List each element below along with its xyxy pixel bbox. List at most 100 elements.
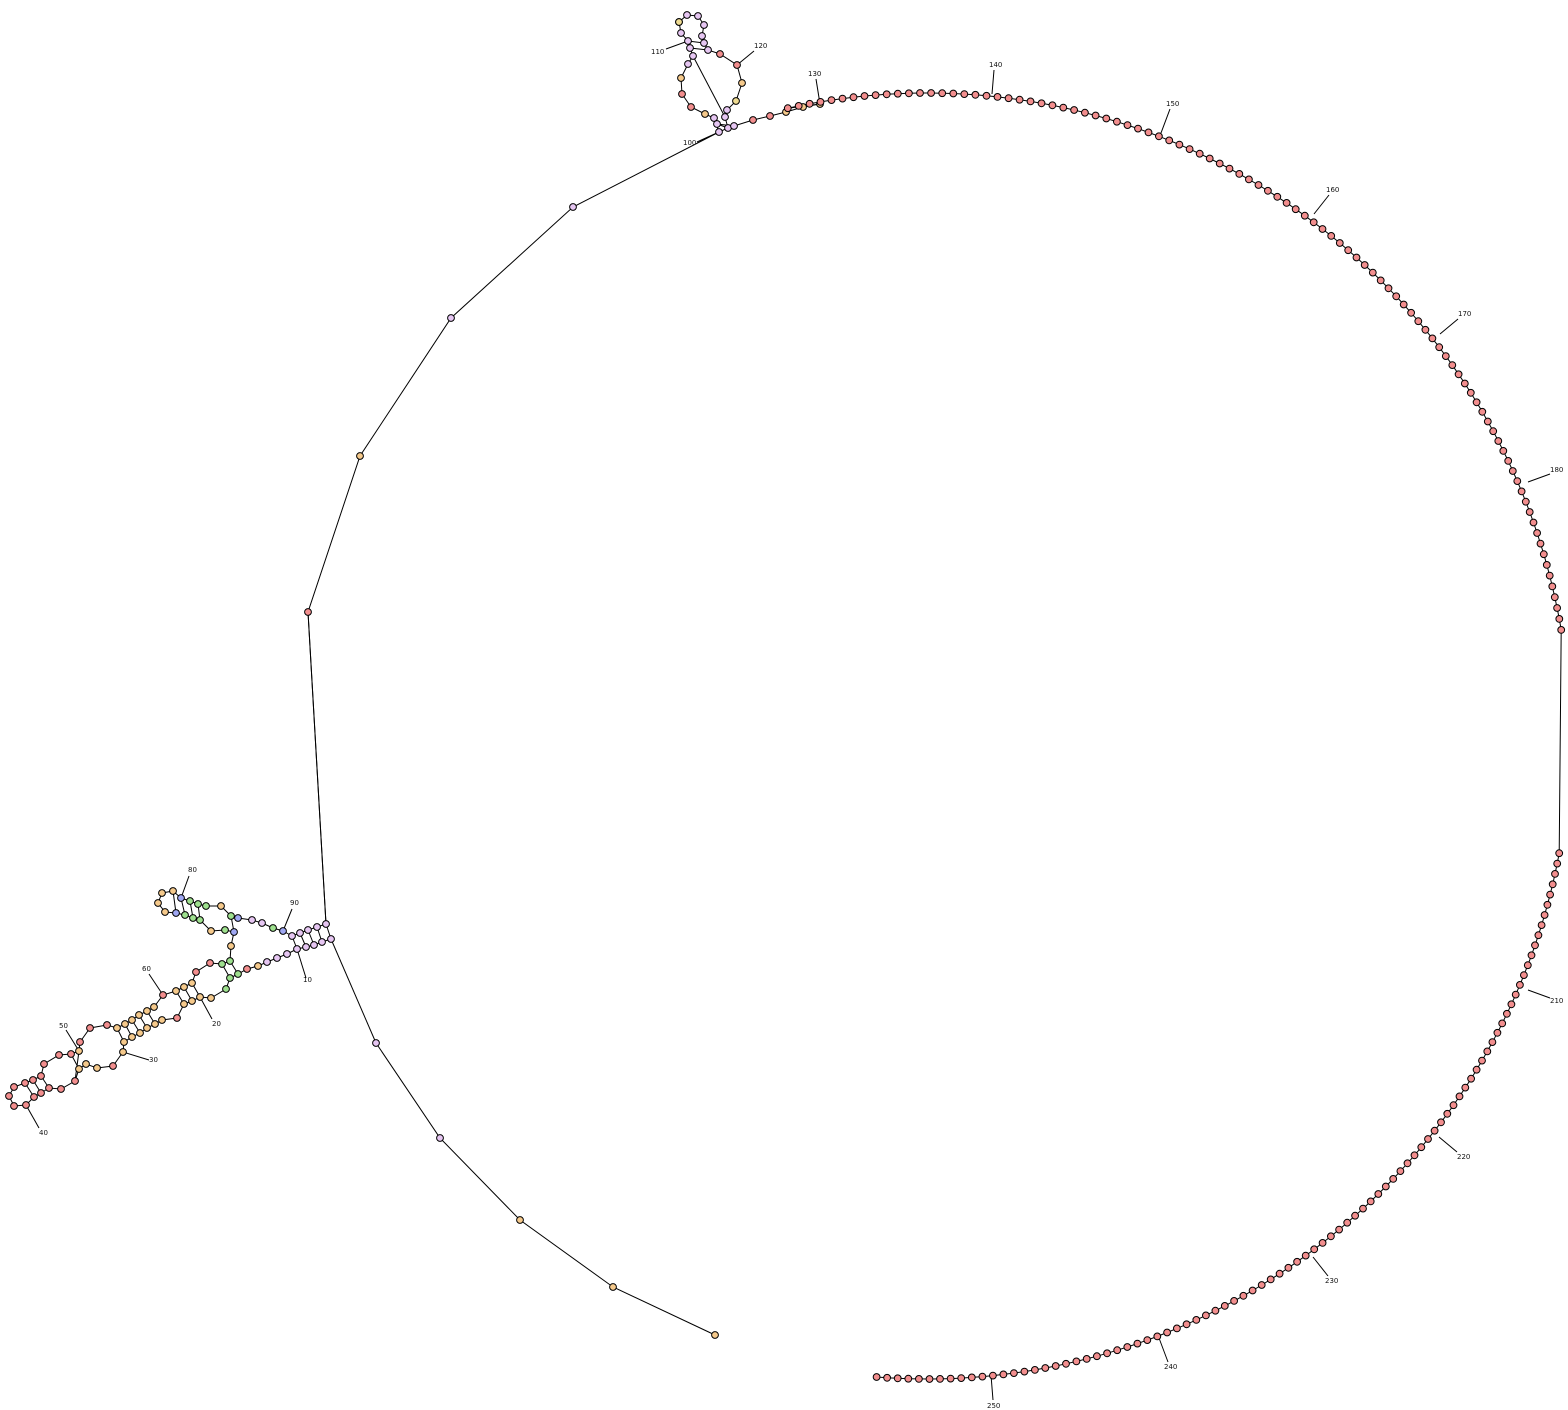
nucleotide: [1489, 427, 1498, 436]
nucleotide: [181, 911, 189, 919]
nucleotide: [1275, 1269, 1284, 1278]
position-tick: [1158, 1337, 1169, 1363]
nucleotide: [177, 894, 185, 902]
nucleotide: [783, 104, 792, 113]
nucleotide: [227, 942, 235, 950]
backbone-path: [8, 14, 1562, 1380]
position-tick: [296, 948, 307, 979]
nucleotide: [1301, 1251, 1310, 1260]
nucleotide: [1529, 518, 1538, 527]
nucleotide: [694, 12, 702, 20]
nucleotide: [1103, 1349, 1111, 1358]
label-10: 10: [303, 976, 312, 984]
nucleotide: [1449, 1101, 1458, 1110]
nucleotide: [322, 920, 330, 928]
nucleotide: [1437, 1118, 1445, 1127]
label-160: 160: [1326, 186, 1339, 194]
nucleotide: [1072, 1357, 1081, 1366]
nucleotide: [766, 112, 774, 120]
label-40: 40: [39, 1129, 48, 1137]
nucleotide: [1448, 361, 1457, 370]
nucleotide: [1521, 497, 1530, 506]
nucleotide: [1266, 1275, 1275, 1284]
nucleotide: [715, 128, 723, 136]
nucleotide: [687, 103, 695, 111]
nucleotide: [327, 935, 335, 943]
nucleotide: [794, 102, 803, 110]
nucleotide: [128, 1033, 136, 1041]
backbone-tail: [375, 1042, 716, 1336]
nucleotide: [1070, 106, 1078, 114]
nucleotide: [304, 608, 312, 616]
label-220: 220: [1457, 1153, 1470, 1161]
nucleotide: [194, 900, 202, 908]
nucleotide: [356, 452, 364, 460]
nucleotide: [1133, 1339, 1142, 1348]
nucleotide: [207, 927, 215, 935]
label-60: 60: [142, 965, 151, 973]
nucleotide: [1344, 246, 1353, 255]
nucleotide: [10, 1102, 18, 1110]
backbone-segment: [307, 611, 327, 925]
nucleotide: [1537, 921, 1546, 929]
nucleotide: [1454, 370, 1463, 379]
nucleotide: [1273, 192, 1282, 201]
label-20: 20: [212, 1020, 221, 1028]
nucleotide: [372, 1039, 380, 1047]
nucleotide: [1192, 1316, 1201, 1324]
nucleotide: [221, 926, 229, 934]
position-tick: [180, 875, 190, 899]
nucleotide: [304, 926, 312, 934]
nucleotide: [189, 914, 197, 922]
nucleotide: [1155, 132, 1163, 141]
nucleotide: [936, 1375, 944, 1383]
nucleotide: [1520, 971, 1528, 979]
nucleotide: [103, 1021, 111, 1029]
nucleotide: [143, 1024, 151, 1032]
nucleotide: [1546, 890, 1554, 899]
nucleotide: [1264, 186, 1272, 195]
nucleotide: [1020, 1367, 1029, 1376]
nucleotide: [1550, 593, 1559, 602]
nucleotide: [1540, 911, 1549, 919]
nucleotide: [1536, 539, 1545, 548]
label-210: 210: [1550, 997, 1563, 1005]
nucleotide: [1202, 1311, 1210, 1320]
nucleotide: [29, 1076, 37, 1084]
nucleotide: [296, 929, 304, 937]
nucleotide: [109, 1062, 117, 1070]
nucleotide: [710, 114, 718, 122]
nucleotide: [1091, 111, 1100, 120]
nucleotide: [1134, 124, 1142, 133]
nucleotide: [1327, 1232, 1335, 1241]
nucleotide: [999, 1370, 1008, 1379]
nucleotide: [1548, 880, 1557, 889]
nucleotide: [733, 61, 741, 69]
nucleotide: [982, 91, 991, 100]
nucleotide: [1494, 437, 1503, 445]
nucleotide: [1414, 317, 1423, 326]
nucleotide: [904, 1374, 913, 1383]
nucleotide: [1548, 582, 1557, 591]
nucleotide: [700, 39, 708, 47]
nucleotide: [1059, 103, 1068, 112]
label-230: 230: [1325, 1277, 1338, 1285]
nucleotide: [1499, 447, 1508, 455]
nucleotide: [1531, 941, 1539, 950]
nucleotide: [310, 941, 318, 949]
nucleotide: [1220, 1302, 1229, 1310]
nucleotide: [226, 957, 234, 965]
nucleotide: [55, 1051, 63, 1059]
position-tick: [25, 1104, 40, 1129]
nucleotide: [302, 943, 310, 951]
label-100: 100: [683, 139, 696, 147]
nucleotide: [222, 985, 230, 993]
nucleotide: [1410, 1151, 1419, 1160]
nucleotide: [1557, 626, 1566, 634]
nucleotide: [1403, 1159, 1412, 1168]
nucleotide: [37, 1072, 45, 1080]
position-tick: [1527, 989, 1551, 999]
nucleotide: [1368, 268, 1377, 277]
nucleotide: [1466, 388, 1475, 397]
position-ticks: [25, 40, 1551, 1401]
